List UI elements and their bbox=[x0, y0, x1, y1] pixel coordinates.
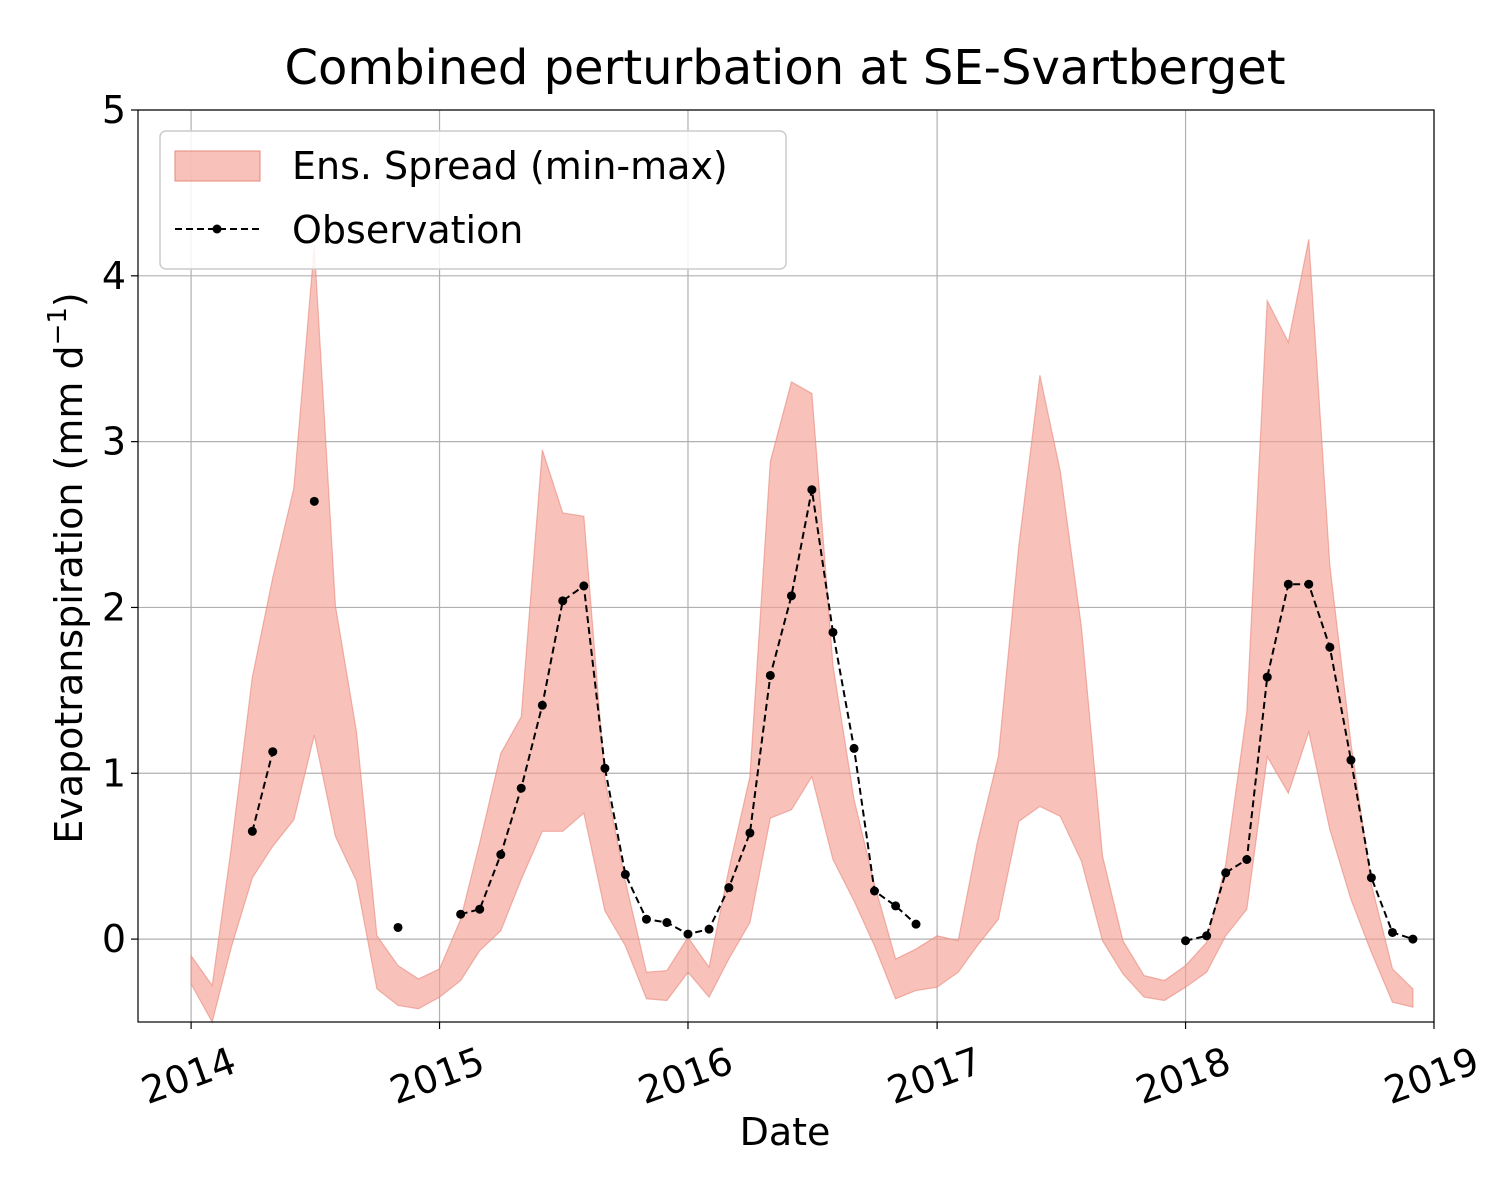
observation-point bbox=[1325, 642, 1335, 652]
observation-series bbox=[247, 485, 1418, 946]
y-axis-ticks: 0 1 2 3 4 5 bbox=[102, 88, 138, 961]
observation-point bbox=[600, 763, 610, 773]
observation-point bbox=[807, 485, 817, 495]
x-tick-label-2019: 2019 bbox=[1379, 1039, 1485, 1113]
x-tick-label-2015: 2015 bbox=[384, 1039, 490, 1113]
observation-point bbox=[1283, 579, 1293, 589]
legend-label-observation: Observation bbox=[292, 208, 523, 252]
observation-point bbox=[765, 670, 775, 680]
observation-point bbox=[683, 929, 693, 939]
legend-swatch-spread bbox=[174, 150, 261, 182]
observation-point bbox=[1202, 931, 1212, 941]
y-axis-label-superscript: −1 bbox=[43, 307, 73, 345]
observation-point bbox=[786, 591, 796, 601]
observation-point bbox=[1181, 936, 1191, 946]
chart-title: Combined perturbation at SE-Svartberget bbox=[284, 40, 1285, 96]
observation-point bbox=[516, 783, 526, 793]
y-axis-label-main: Evapotranspiration (mm d bbox=[47, 345, 91, 843]
plot-frame bbox=[137, 109, 1435, 1023]
legend-swatch-observation-marker bbox=[212, 224, 222, 234]
observation-point bbox=[1408, 934, 1418, 944]
ensemble-spread-area bbox=[190, 239, 1414, 1024]
y-tick-label-5: 5 bbox=[102, 88, 126, 132]
y-tick-label-1: 1 bbox=[102, 751, 126, 795]
x-tick-label-2014: 2014 bbox=[136, 1039, 242, 1113]
y-tick-label-3: 3 bbox=[102, 420, 126, 464]
x-axis-label: Date bbox=[740, 1110, 831, 1154]
legend-frame bbox=[159, 130, 787, 270]
observation-line-segment bbox=[251, 751, 274, 832]
observation-point bbox=[496, 850, 506, 860]
observation-line-segment bbox=[1185, 583, 1414, 942]
observation-point bbox=[247, 826, 257, 836]
x-tick-label-2016: 2016 bbox=[633, 1039, 739, 1113]
legend: Ens. Spread (min-max) Observation bbox=[159, 130, 787, 270]
observation-point bbox=[620, 869, 630, 879]
y-tick-label-2: 2 bbox=[102, 585, 126, 629]
y-tick-label-4: 4 bbox=[102, 254, 126, 298]
observation-point bbox=[393, 922, 403, 932]
observation-point bbox=[1304, 579, 1314, 589]
observation-point bbox=[1346, 755, 1356, 765]
observation-point bbox=[849, 743, 859, 753]
observation-point bbox=[1387, 927, 1397, 937]
observation-point bbox=[869, 886, 879, 896]
y-tick-label-0: 0 bbox=[102, 917, 126, 961]
observation-point bbox=[745, 828, 755, 838]
y-axis-label: Evapotranspiration (mm d−1) bbox=[43, 292, 91, 844]
observation-point bbox=[537, 700, 547, 710]
observation-point bbox=[641, 914, 651, 924]
observation-point bbox=[891, 901, 901, 911]
observation-point bbox=[704, 924, 714, 934]
observation-point bbox=[1242, 854, 1252, 864]
observation-point bbox=[724, 883, 734, 893]
observation-point bbox=[911, 919, 921, 929]
observation-point bbox=[1262, 672, 1272, 682]
observation-point bbox=[475, 904, 485, 914]
x-tick-label-2018: 2018 bbox=[1130, 1039, 1236, 1113]
observation-point bbox=[558, 596, 568, 606]
observation-point bbox=[1366, 873, 1376, 883]
legend-label-spread: Ens. Spread (min-max) bbox=[292, 144, 728, 188]
ensemble-spread-band bbox=[190, 239, 1414, 1024]
observation-point bbox=[1221, 868, 1231, 878]
x-axis-ticks: 2014 2015 2016 2017 2018 2019 bbox=[136, 1022, 1485, 1113]
observation-point bbox=[309, 496, 319, 506]
observation-point bbox=[268, 747, 278, 757]
observation-point bbox=[662, 918, 672, 928]
x-tick-label-2017: 2017 bbox=[882, 1039, 988, 1113]
observation-point bbox=[456, 909, 466, 919]
observation-point bbox=[828, 627, 838, 637]
y-axis-label-close: ) bbox=[47, 292, 91, 307]
observation-point bbox=[579, 581, 589, 591]
